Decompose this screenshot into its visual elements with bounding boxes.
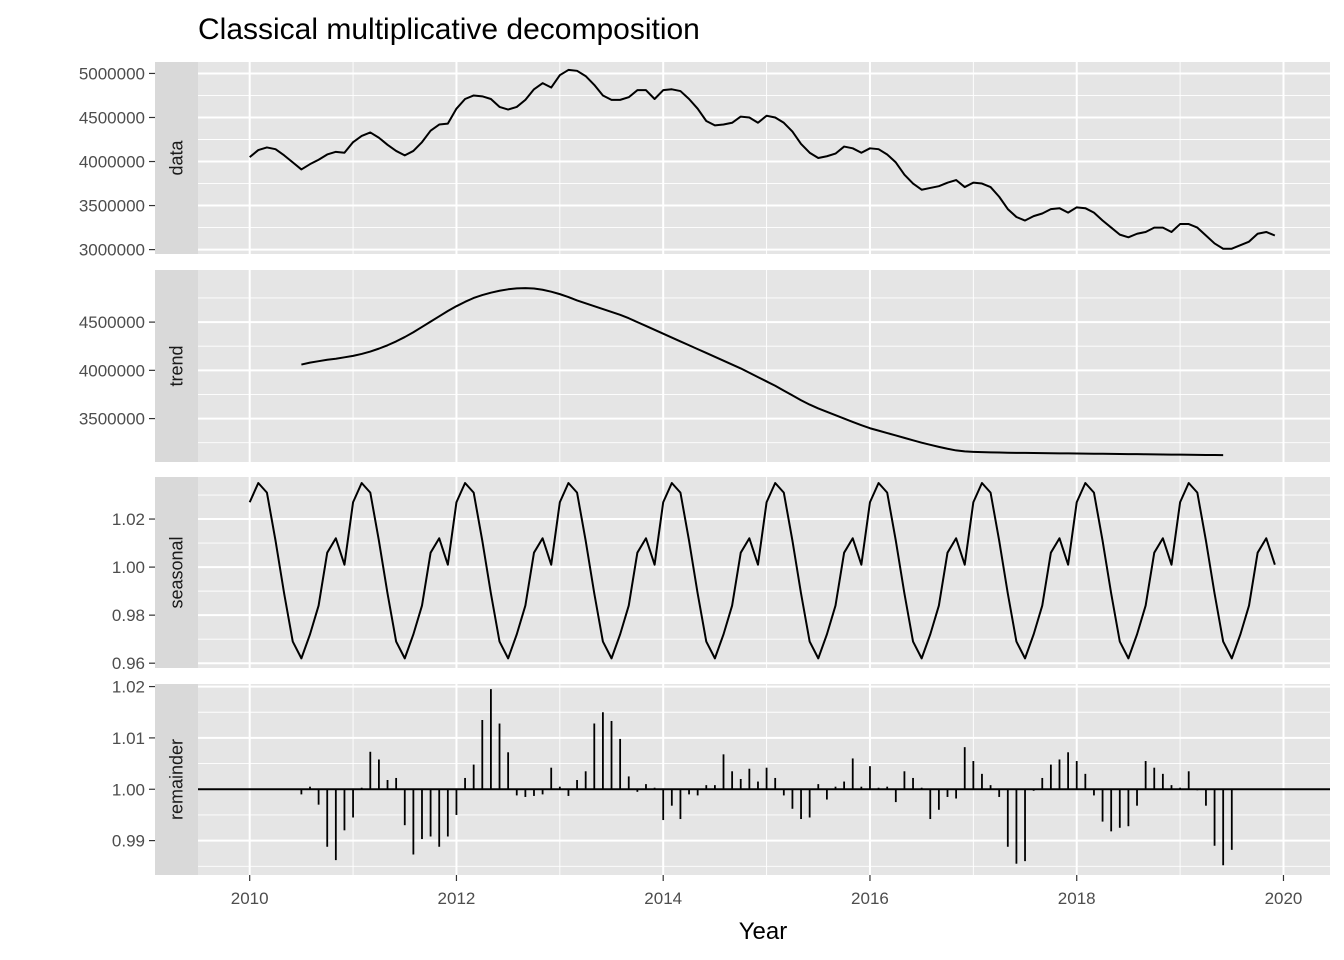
panel-data: data 3000000 3500000 4000000 4500000 5000000	[79, 62, 1330, 260]
panel-seasonal: seasonal 0.96 0.98 1.00 1.02	[112, 477, 1330, 673]
y-tick-label: 0.99	[112, 832, 145, 851]
strip-seasonal	[155, 477, 198, 668]
panel-remainder: remainder 0.99 1.00 1.01 1.02	[112, 678, 1330, 875]
y-tick-label: 4000000	[79, 361, 145, 380]
y-tick-label: 5000000	[79, 64, 145, 83]
strip-label-data: data	[167, 140, 187, 176]
x-axis: 2010 2012 2014 2016 2018 2020	[231, 875, 1303, 908]
x-tick-label: 2018	[1058, 889, 1096, 908]
y-tick-label: 3500000	[79, 197, 145, 216]
strip-trend	[155, 270, 198, 462]
strip-label-seasonal: seasonal	[167, 536, 187, 608]
x-tick-label: 2010	[231, 889, 269, 908]
y-tick-label: 0.96	[112, 654, 145, 673]
x-axis-title: Year	[739, 918, 788, 945]
y-tick-label: 1.00	[112, 780, 145, 799]
strip-label-trend: trend	[167, 345, 187, 386]
y-tick-label: 4500000	[79, 313, 145, 332]
x-tick-label: 2016	[851, 889, 889, 908]
panel-background	[198, 270, 1330, 462]
panel-background	[198, 684, 1330, 875]
y-tick-label: 1.02	[112, 510, 145, 529]
series-line-trend	[301, 287, 1224, 457]
y-tick-label: 4000000	[79, 153, 145, 172]
y-tick-label: 4500000	[79, 108, 145, 127]
chart-title: Classical multiplicative decomposition	[198, 13, 700, 46]
series-line-data	[249, 68, 1276, 250]
y-tick-label: 1.00	[112, 558, 145, 577]
y-tick-label: 1.01	[112, 729, 145, 748]
y-tick-label: 1.02	[112, 678, 145, 697]
panels: data 3000000 3500000 4000000 4500000 5000000 t…	[79, 62, 1330, 875]
panel-trend: trend 3500000 4000000 4500000	[79, 270, 1330, 462]
series-line-seasonal	[248, 482, 1276, 660]
x-tick-label: 2020	[1265, 889, 1303, 908]
panel-background	[198, 477, 1330, 668]
strip-data	[155, 62, 198, 254]
strip-label-remainder: remainder	[167, 739, 187, 820]
strip-remainder	[155, 684, 198, 875]
y-tick-label: 3500000	[79, 410, 145, 429]
panel-background	[198, 62, 1330, 254]
x-tick-label: 2012	[438, 889, 476, 908]
y-tick-label: 0.98	[112, 606, 145, 625]
x-tick-label: 2014	[644, 889, 682, 908]
y-tick-label: 3000000	[79, 241, 145, 260]
